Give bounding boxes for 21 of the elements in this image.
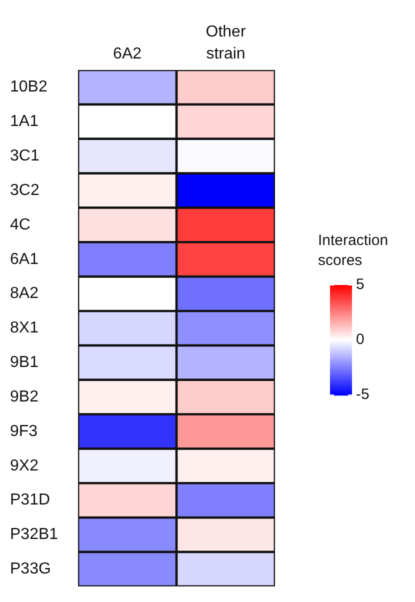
x-tick-label: 6A2	[113, 45, 142, 62]
y-tick-label: 9F3	[10, 422, 38, 440]
color-bar-label: 0	[356, 331, 364, 348]
y-tick-label: 4C	[10, 216, 30, 234]
x-tick-label: Other strain	[206, 23, 246, 62]
y-tick-label: 8X1	[10, 320, 39, 337]
y-tick-label: 9X2	[10, 457, 39, 474]
color-bar-title: Interaction scores	[318, 232, 388, 269]
y-tick-label: 1A1	[10, 113, 39, 130]
y-tick-label: 3C1	[10, 147, 40, 164]
y-tick-label: P33G	[10, 560, 51, 578]
y-tick-label: 8A2	[10, 285, 39, 302]
color-bar-label: -5	[356, 386, 370, 404]
y-tick-label: P32B1	[10, 526, 58, 544]
y-tick-label: 9B1	[10, 354, 39, 372]
y-tick-label: 10B2	[10, 78, 48, 96]
y-tick-label: 6A1	[10, 250, 39, 268]
y-tick-label: P31D	[10, 492, 50, 509]
color-bar-label: 5	[356, 276, 364, 294]
y-tick-label: 9B2	[10, 388, 39, 406]
y-tick-label: 3C2	[10, 182, 40, 199]
